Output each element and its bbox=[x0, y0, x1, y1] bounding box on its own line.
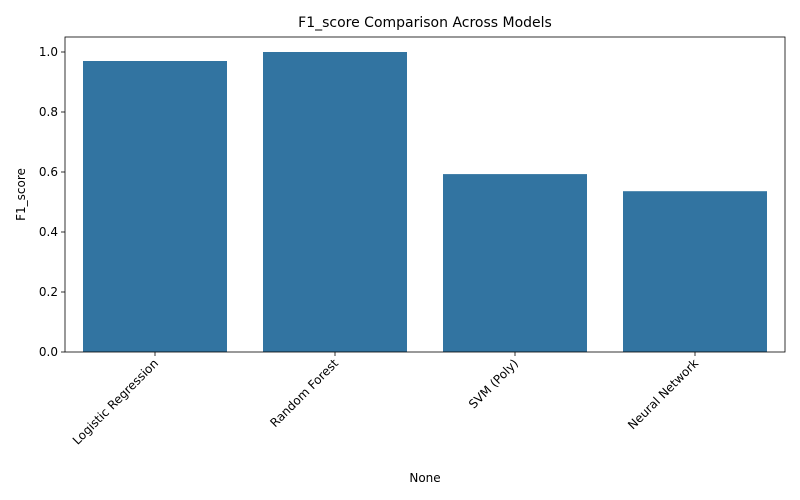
x-tick-label: Neural Network bbox=[625, 356, 701, 432]
bar-svm-poly bbox=[443, 174, 587, 352]
bar-neural-network bbox=[623, 191, 767, 352]
bar-random-forest bbox=[263, 52, 407, 352]
chart-title: F1_score Comparison Across Models bbox=[298, 15, 552, 31]
y-tick-label: 1.0 bbox=[39, 45, 58, 59]
y-tick-label: 0.6 bbox=[39, 165, 58, 179]
y-tick-label: 0.4 bbox=[39, 225, 58, 239]
bars-group bbox=[83, 52, 767, 352]
bar-logistic-regression bbox=[83, 61, 227, 352]
x-axis: Logistic Regression Random Forest SVM (Pol… bbox=[70, 352, 701, 448]
x-tick-label: Logistic Regression bbox=[70, 356, 161, 447]
y-axis-title: F1_score bbox=[14, 168, 28, 221]
x-axis-title: None bbox=[409, 471, 440, 485]
x-tick-label: SVM (Poly) bbox=[466, 356, 521, 411]
y-tick-label: 0.0 bbox=[39, 345, 58, 359]
y-tick-label: 0.2 bbox=[39, 285, 58, 299]
x-tick-label: Random Forest bbox=[267, 356, 341, 430]
y-axis: 0.0 0.2 0.4 0.6 0.8 1.0 bbox=[39, 45, 65, 359]
plot-frame bbox=[64, 36, 786, 353]
y-tick-label: 0.8 bbox=[39, 105, 58, 119]
